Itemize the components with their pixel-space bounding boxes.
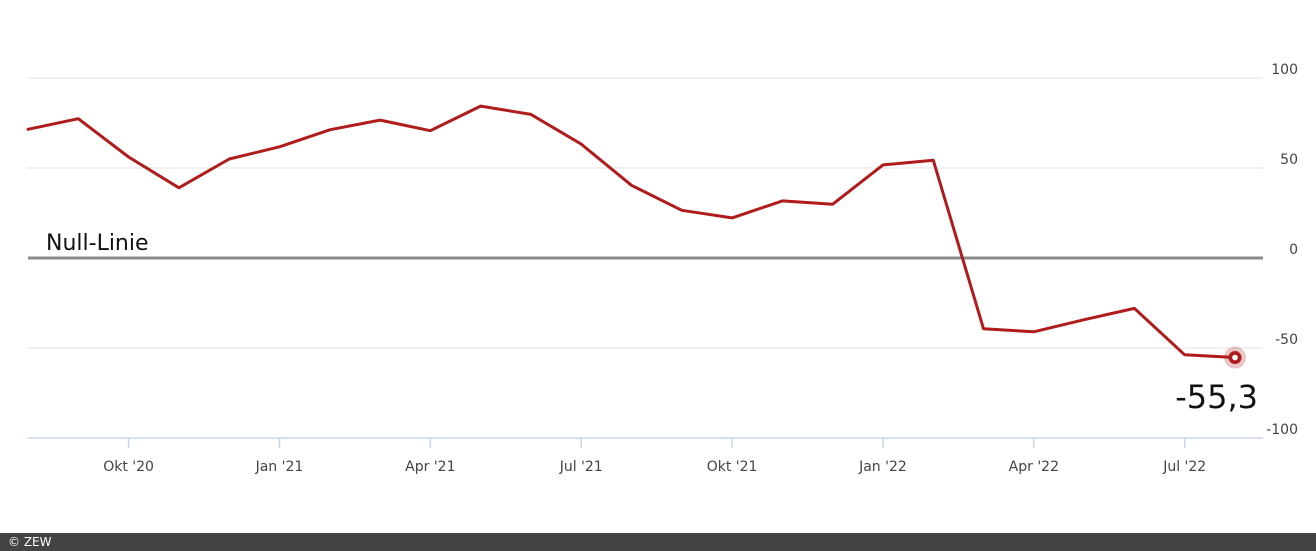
data-point	[929, 156, 937, 164]
x-tick-label: Jan '21	[255, 459, 304, 475]
series-line	[26, 104, 1237, 359]
x-axis: Okt '20 Jan '21 Apr '21 Jul '21 Okt '21 Jan '…	[103, 438, 1206, 475]
data-point	[74, 115, 82, 123]
data-point	[1130, 304, 1138, 312]
x-tick-label: Jan '22	[858, 459, 907, 475]
data-point	[376, 116, 384, 124]
x-tick-label: Okt '21	[707, 459, 758, 475]
x-tick-label: Okt '20	[103, 459, 154, 475]
y-tick-label: 0	[1289, 242, 1298, 258]
data-point	[426, 127, 434, 135]
data-point	[225, 155, 233, 163]
last-value-label: -55,3	[1175, 378, 1258, 416]
data-point	[527, 110, 535, 118]
zero-line-label: Null-Linie	[46, 231, 149, 256]
line-chart: 100 50 0 -50 -100 Okt '20 Jan '21 Apr '21 Jul '…	[24, 62, 1298, 475]
y-tick-label: -50	[1275, 332, 1298, 348]
data-point	[1030, 328, 1038, 336]
data-point	[1181, 351, 1189, 359]
footer-credit: © ZEW	[0, 533, 1316, 551]
last-point-marker[interactable]	[1224, 346, 1246, 369]
data-point	[879, 161, 887, 169]
series-layer	[24, 102, 1237, 359]
data-point	[980, 325, 988, 333]
data-point	[24, 125, 32, 133]
data-point	[678, 206, 686, 214]
x-tick-label: Apr '22	[1009, 459, 1059, 475]
x-tick-label: Apr '21	[405, 459, 455, 475]
data-point	[175, 184, 183, 192]
data-point	[628, 181, 636, 189]
data-point	[125, 153, 133, 161]
y-tick-label: 100	[1271, 62, 1298, 78]
x-tick-label: Jul '21	[559, 459, 603, 475]
grid-lines	[28, 77, 1263, 439]
data-point	[326, 126, 334, 134]
data-point	[1080, 316, 1088, 324]
y-tick-label: -100	[1266, 422, 1298, 438]
x-tick-label: Jul '22	[1162, 459, 1206, 475]
y-tick-label: 50	[1280, 152, 1298, 168]
data-point	[728, 214, 736, 222]
last-point-center	[1232, 354, 1238, 361]
data-point	[477, 102, 485, 110]
data-point	[577, 140, 585, 148]
data-point	[778, 197, 786, 205]
y-axis-ticks: 100 50 0 -50 -100	[1266, 62, 1298, 438]
data-point	[829, 200, 837, 208]
data-point	[275, 143, 283, 151]
